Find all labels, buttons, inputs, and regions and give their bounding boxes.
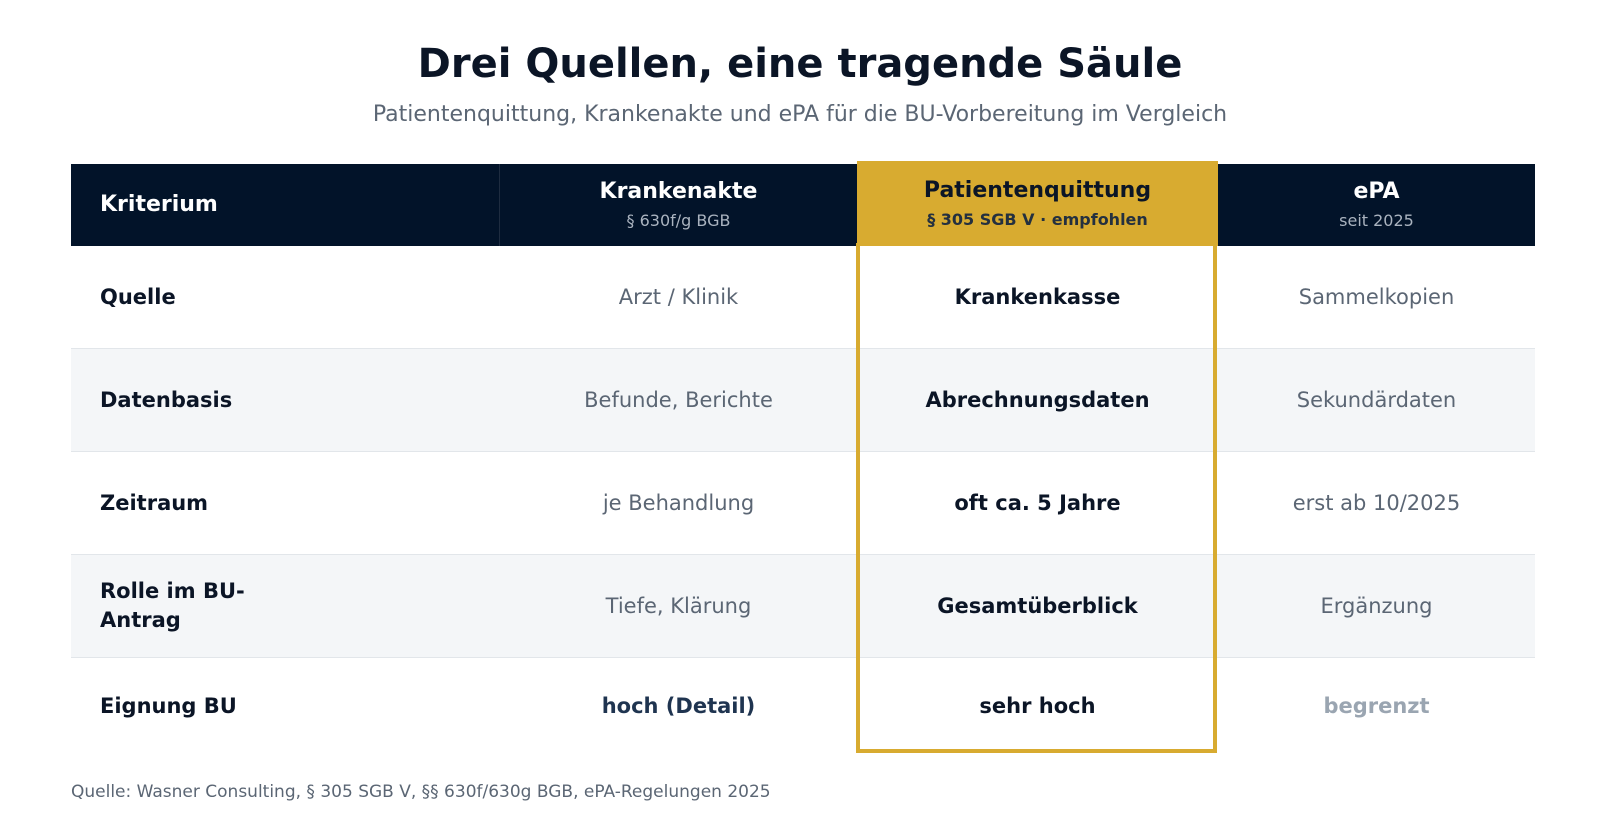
cell-krankenakte: je Behandlung <box>602 491 755 515</box>
header-epa: ePA seit 2025 <box>1218 164 1535 246</box>
row-criterion: Datenbasis <box>100 387 233 412</box>
cell-epa: Sammelkopien <box>1298 285 1455 309</box>
header-krankenakte: Krankenakte § 630f/g BGB <box>500 164 857 246</box>
comparison-table: Kriterium Krankenakte § 630f/g BGB Patie… <box>71 161 1535 753</box>
table-row-zeitraum: Zeitraum je Behandlung oft ca. 5 Jahre e… <box>71 452 1535 555</box>
table-row-rolle: Rolle im BU-Antrag Tiefe, Klärung Gesamt… <box>71 555 1535 658</box>
cell-patientenquittung: Abrechnungsdaten <box>925 388 1150 412</box>
header-criterion-label: Kriterium <box>100 192 218 217</box>
row-criterion-label: Rolle im BU-Antrag <box>100 579 245 632</box>
cell-epa: Sekundärdaten <box>1296 388 1457 412</box>
cell-patientenquittung: sehr hoch <box>979 693 1096 718</box>
cell-krankenakte: Tiefe, Klärung <box>605 594 752 618</box>
header-patientenquittung: Patientenquittung § 305 SGB V · empfohle… <box>857 161 1218 246</box>
header-krankenakte-sub: § 630f/g BGB <box>626 211 731 230</box>
header-criterion: Kriterium <box>71 164 500 246</box>
cell-epa: begrenzt <box>1323 693 1430 718</box>
header-krankenakte-title: Krankenakte <box>599 179 758 204</box>
row-criterion: Rolle im BU-Antrag <box>71 555 500 657</box>
header-patientenquittung-title: Patientenquittung <box>923 177 1152 203</box>
header-patientenquittung-sub: § 305 SGB V · empfohlen <box>927 209 1148 229</box>
cell-epa: Ergänzung <box>1320 594 1433 618</box>
page-title: Drei Quellen, eine tragende Säule <box>417 41 1183 87</box>
row-criterion: Quelle <box>100 284 176 309</box>
cell-patientenquittung: oft ca. 5 Jahre <box>954 491 1121 515</box>
cell-patientenquittung: Krankenkasse <box>954 285 1121 309</box>
source-note: Quelle: Wasner Consulting, § 305 SGB V, … <box>71 782 771 802</box>
table-header: Kriterium Krankenakte § 630f/g BGB Patie… <box>71 161 1535 246</box>
header-epa-sub: seit 2025 <box>1339 211 1414 230</box>
table-row-quelle: Quelle Arzt / Klinik Krankenkasse Sammel… <box>71 246 1535 349</box>
table-row-eignung: Eignung BU hoch (Detail) sehr hoch begre… <box>71 658 1535 753</box>
page-subtitle: Patientenquittung, Krankenakte und ePA f… <box>372 102 1228 127</box>
cell-patientenquittung: Gesamtüberblick <box>937 594 1138 618</box>
table-row-datenbasis: Datenbasis Befunde, Berichte Abrechnungs… <box>71 349 1535 452</box>
row-criterion: Zeitraum <box>100 490 209 515</box>
header-epa-title: ePA <box>1353 179 1400 204</box>
cell-krankenakte: hoch (Detail) <box>601 693 756 718</box>
cell-epa: erst ab 10/2025 <box>1292 491 1461 515</box>
cell-krankenakte: Befunde, Berichte <box>584 388 773 412</box>
cell-krankenakte: Arzt / Klinik <box>618 285 739 309</box>
row-criterion: Eignung BU <box>100 694 237 718</box>
